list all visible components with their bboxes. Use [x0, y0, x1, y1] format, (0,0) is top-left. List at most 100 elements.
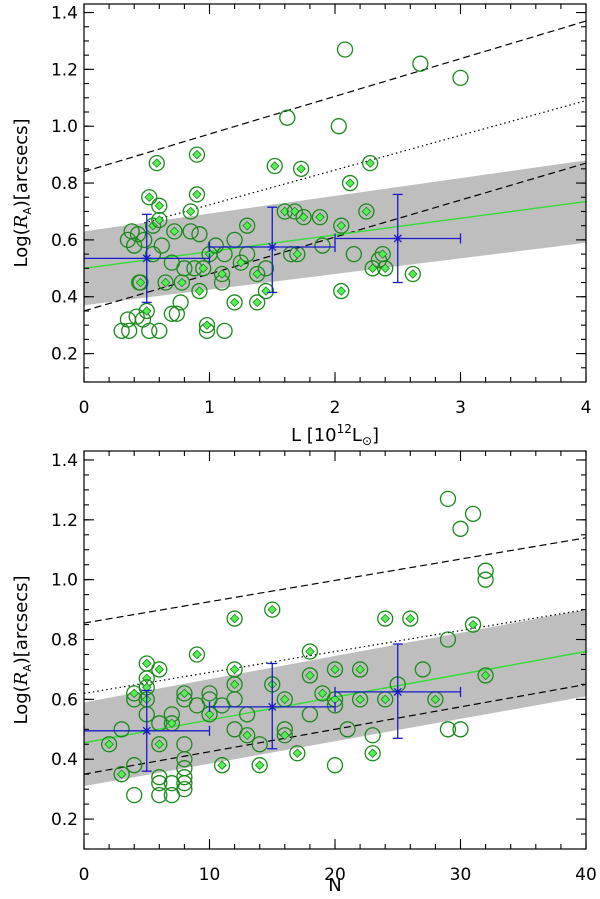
- data-point-diamond-mark: [254, 760, 265, 770]
- bottom-y-tick-label: 1.2: [51, 511, 78, 531]
- data-point-ring: [301, 643, 319, 660]
- data-point-diamond-mark: [305, 670, 315, 681]
- data-point-diamond: [257, 282, 275, 300]
- data-point-ring: [333, 217, 350, 234]
- data-point-diamond-mark: [242, 220, 252, 231]
- data-point-diamond: [213, 265, 231, 283]
- data-point-diamond-mark: [154, 215, 165, 225]
- data-point-ring: [226, 610, 243, 627]
- data-point-diamond-mark: [116, 769, 127, 779]
- data-point-ring: [311, 209, 329, 226]
- top-y-axis-title: Log(RA)[arcsecs]: [11, 118, 34, 267]
- data-point-diamond: [402, 610, 419, 627]
- data-point-ring: [477, 667, 494, 684]
- data-point-ring: [249, 265, 266, 283]
- bottom-y-tick-label: 0.4: [51, 750, 78, 770]
- data-point-ring: [232, 254, 250, 271]
- data-point-diamond-mark: [242, 730, 252, 741]
- data-point: [257, 260, 275, 277]
- data-point-ring: [295, 209, 312, 226]
- data-point: [136, 231, 153, 249]
- bottom-y-tick-label: 0.2: [51, 810, 78, 830]
- data-point-ring: [276, 727, 293, 744]
- data-point: [168, 305, 186, 322]
- data-point-ring: [464, 616, 482, 633]
- data-point-diamond-mark: [202, 320, 212, 330]
- data-point-diamond: [238, 727, 256, 744]
- data-point-ring: [176, 685, 193, 702]
- data-point-diamond-mark: [280, 694, 290, 705]
- data-point-diamond-mark: [367, 263, 378, 274]
- data-point-diamond-mark: [217, 760, 227, 770]
- data-point-diamond: [238, 217, 256, 234]
- binned-mean-marker: [268, 702, 277, 711]
- bottom-y-tick-label: 0.8: [51, 631, 78, 651]
- binned-mean-marker: [393, 234, 402, 243]
- data-point: [151, 322, 168, 339]
- data-point-ring: [364, 260, 381, 277]
- data-point-diamond-mark: [468, 619, 478, 630]
- top-x-tick-label: 4: [581, 398, 592, 418]
- data-point-diamond-mark: [229, 664, 240, 675]
- data-point-diamond-mark: [405, 613, 416, 624]
- data-point: [113, 721, 130, 738]
- data-point-diamond: [341, 174, 359, 192]
- data-point-ring: [213, 265, 231, 283]
- data-point-diamond: [141, 189, 158, 206]
- data-point-ring: [141, 189, 158, 206]
- data-point: [216, 322, 233, 339]
- data-point-ring: [151, 736, 168, 753]
- data-point-ring: [173, 274, 191, 291]
- data-point-ring: [226, 294, 243, 311]
- bottom-x-tick-label: 40: [575, 865, 597, 885]
- data-point-diamond-mark: [336, 220, 347, 231]
- data-point-diamond: [289, 745, 306, 762]
- bottom-x-tick-label: 0: [79, 865, 90, 885]
- bottom-y-axis-title: Log(RA)[arcsecs]: [11, 575, 34, 724]
- data-point: [144, 245, 162, 263]
- dashed-lower-line: [84, 683, 586, 775]
- data-point-ring: [358, 203, 375, 220]
- top-plot-area: [84, 20, 586, 339]
- data-point-ring: [249, 294, 266, 311]
- data-point-diamond: [377, 260, 394, 277]
- data-point-diamond: [276, 727, 293, 744]
- data-point-diamond-mark: [269, 161, 280, 171]
- data-point-diamond-mark: [177, 277, 187, 288]
- binned-mean: [84, 213, 211, 304]
- data-point-ring: [266, 157, 283, 175]
- top-y-tick-label: 0.6: [51, 231, 78, 251]
- data-point-diamond-mark: [192, 189, 202, 200]
- data-point-diamond-mark: [160, 277, 171, 288]
- data-point: [314, 237, 331, 254]
- data-point-diamond-mark: [154, 739, 165, 750]
- data-point-ring: [113, 766, 130, 783]
- data-point-diamond-mark: [229, 613, 240, 624]
- data-point-diamond: [166, 223, 183, 240]
- data-point: [326, 757, 344, 774]
- top-y-tick-label: 1.2: [51, 60, 78, 80]
- data-point-diamond: [361, 155, 379, 172]
- data-point-ring: [402, 610, 419, 627]
- data-point-diamond: [213, 757, 231, 774]
- data-point-diamond-mark: [408, 269, 418, 279]
- data-point-diamond-mark: [292, 748, 303, 759]
- data-point-diamond-mark: [377, 249, 388, 259]
- data-point-ring: [188, 186, 206, 203]
- data-point-diamond: [188, 646, 206, 663]
- data-point-diamond: [151, 736, 168, 753]
- data-point-ring: [289, 745, 306, 762]
- data-point: [330, 118, 347, 135]
- top-x-axis-title: L [1012L⊙]: [291, 422, 379, 448]
- data-point-diamond-mark: [280, 730, 290, 741]
- binned-mean-marker: [268, 242, 277, 252]
- data-point: [191, 226, 208, 243]
- data-point-ring: [292, 160, 310, 177]
- data-point-diamond-mark: [292, 249, 303, 259]
- top-y-tick-label: 1.0: [51, 117, 78, 137]
- data-point-ring: [257, 282, 275, 300]
- data-point-diamond: [188, 146, 206, 163]
- data-point-diamond-mark: [261, 286, 271, 296]
- data-point-diamond-mark: [141, 658, 152, 669]
- bottom-y-tick-labels: 0.2 0.4 0.6 0.8 1.0 1.2 1.4: [51, 451, 78, 830]
